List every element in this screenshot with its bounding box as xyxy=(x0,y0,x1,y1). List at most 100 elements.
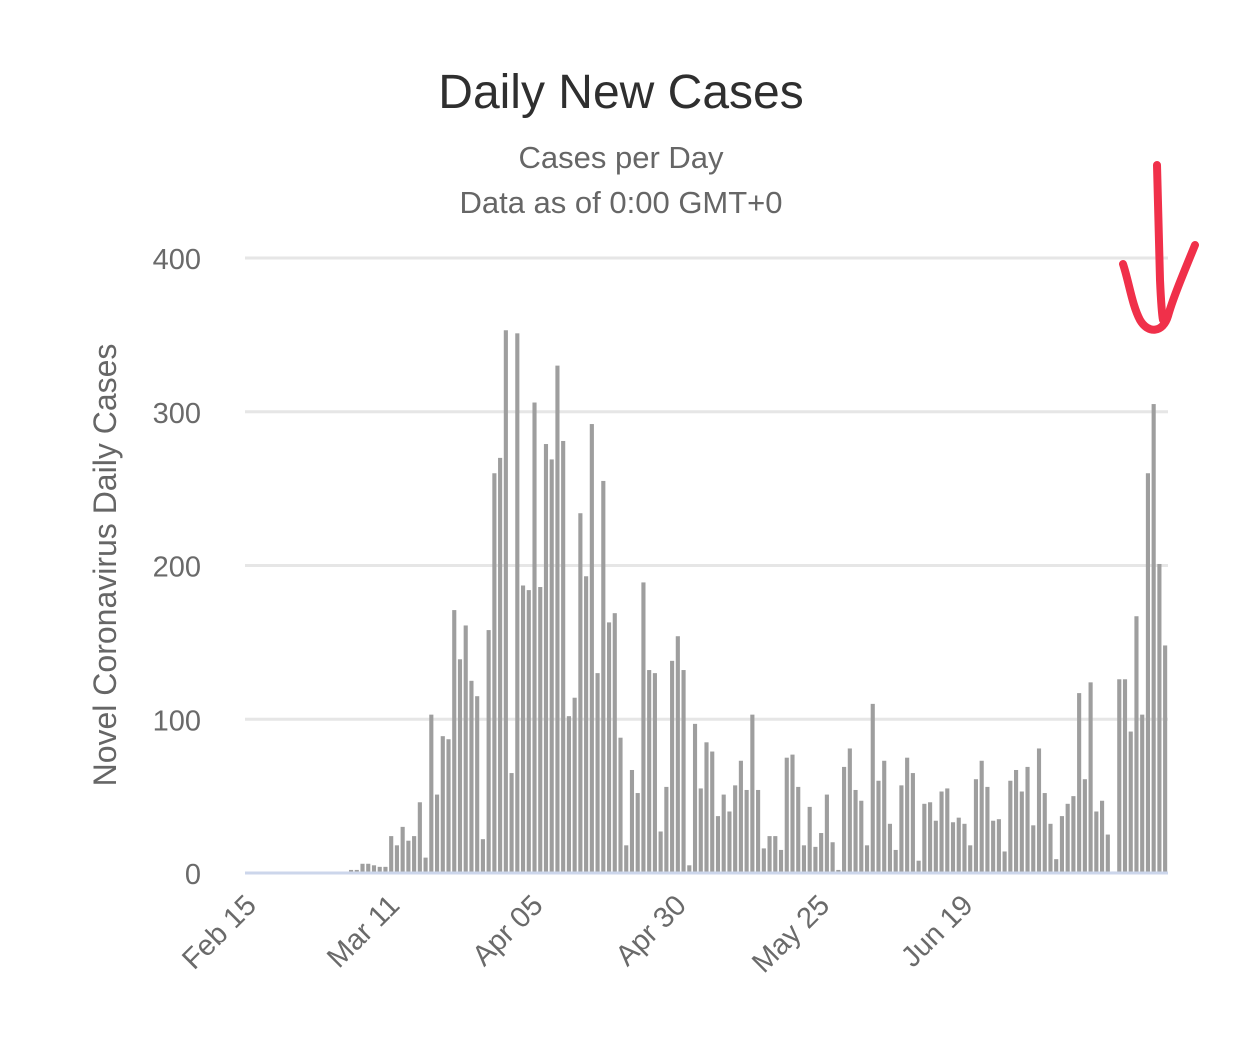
bar xyxy=(1128,731,1133,873)
bar xyxy=(1059,816,1065,873)
bar xyxy=(773,836,778,873)
bar xyxy=(996,819,1001,873)
bar xyxy=(595,673,600,873)
bar xyxy=(1145,473,1150,873)
bar xyxy=(830,842,835,873)
x-tick-label: Feb 15 xyxy=(176,889,262,975)
bar xyxy=(1054,859,1059,873)
bar xyxy=(509,773,514,873)
bar xyxy=(394,845,399,873)
bar xyxy=(629,769,635,873)
bar xyxy=(715,816,721,873)
bar xyxy=(1048,823,1053,873)
bar xyxy=(945,788,950,873)
bar xyxy=(962,823,967,873)
bar xyxy=(721,794,726,873)
bar xyxy=(692,723,698,873)
bar xyxy=(916,860,921,873)
bar xyxy=(561,440,566,873)
bar xyxy=(492,473,497,873)
bar xyxy=(950,822,956,873)
bar xyxy=(1082,779,1087,873)
bar xyxy=(440,736,445,873)
y-tick-label-200: 200 xyxy=(153,552,201,584)
bar xyxy=(985,786,990,873)
red-arrow-shaft xyxy=(1153,161,1167,324)
bar xyxy=(383,866,388,873)
gridlines xyxy=(245,256,1168,721)
bar xyxy=(1105,834,1110,873)
bar xyxy=(704,742,709,873)
bar xyxy=(1094,811,1099,873)
bar xyxy=(1100,800,1105,873)
bar xyxy=(555,365,560,873)
bar xyxy=(796,786,801,873)
bar xyxy=(882,760,887,873)
bar xyxy=(847,748,852,873)
bar xyxy=(756,789,761,873)
x-tick-label: Mar 11 xyxy=(321,889,406,974)
red-arrow-head xyxy=(1119,241,1199,334)
bar xyxy=(853,789,858,873)
bar xyxy=(400,826,405,873)
bar xyxy=(434,794,440,873)
bar xyxy=(991,820,996,873)
bar xyxy=(463,625,468,873)
bar xyxy=(584,576,589,873)
bar xyxy=(1025,766,1030,873)
bar xyxy=(423,857,428,873)
x-axis-ticks: Feb 15 Mar 11 Apr 05 Apr 30 May 25 Jun 19 xyxy=(176,889,979,979)
bar xyxy=(933,820,938,873)
x-tick-label: Jun 19 xyxy=(895,889,979,973)
bar xyxy=(681,670,686,873)
bar xyxy=(819,833,824,873)
bar xyxy=(635,793,640,873)
bar xyxy=(480,839,485,873)
bar xyxy=(1014,769,1019,873)
bar xyxy=(744,789,749,873)
bar xyxy=(475,696,480,873)
y-axis-label: Novel Coronavirus Daily Cases xyxy=(87,344,123,787)
y-tick-label-400: 400 xyxy=(153,244,201,276)
y-tick-label-0: 0 xyxy=(185,859,201,891)
bar xyxy=(1002,851,1007,873)
y-tick-label-300: 300 xyxy=(153,398,201,430)
bar xyxy=(406,840,411,873)
bar xyxy=(824,794,829,873)
bar xyxy=(457,659,463,873)
bar xyxy=(647,670,652,873)
bar xyxy=(658,831,663,873)
bar xyxy=(354,869,359,873)
x-tick-label: May 25 xyxy=(746,889,836,979)
bar xyxy=(710,751,715,873)
bar xyxy=(761,848,766,873)
bar xyxy=(377,866,382,873)
x-tick-label: Apr 30 xyxy=(610,889,693,972)
bar xyxy=(968,845,973,873)
bar xyxy=(1065,803,1070,873)
bar xyxy=(1031,825,1036,873)
bar xyxy=(371,865,377,873)
bar xyxy=(503,330,508,873)
bar xyxy=(698,788,703,873)
bar xyxy=(412,836,417,873)
bar xyxy=(675,636,680,873)
bar xyxy=(928,802,933,873)
bar xyxy=(469,680,474,873)
bar xyxy=(864,845,870,873)
y-axis-ticks: 0 100 200 300 400 xyxy=(153,244,201,891)
bar xyxy=(778,849,784,873)
bar xyxy=(1122,679,1128,873)
red-arrow-annotation xyxy=(1119,161,1199,334)
bar xyxy=(1140,714,1145,873)
bar xyxy=(366,863,371,873)
bar xyxy=(670,660,675,873)
bar xyxy=(807,806,812,873)
bar xyxy=(801,845,807,873)
bar xyxy=(1117,679,1122,873)
bar xyxy=(1036,748,1042,873)
bar xyxy=(973,779,979,873)
bar xyxy=(767,836,772,873)
